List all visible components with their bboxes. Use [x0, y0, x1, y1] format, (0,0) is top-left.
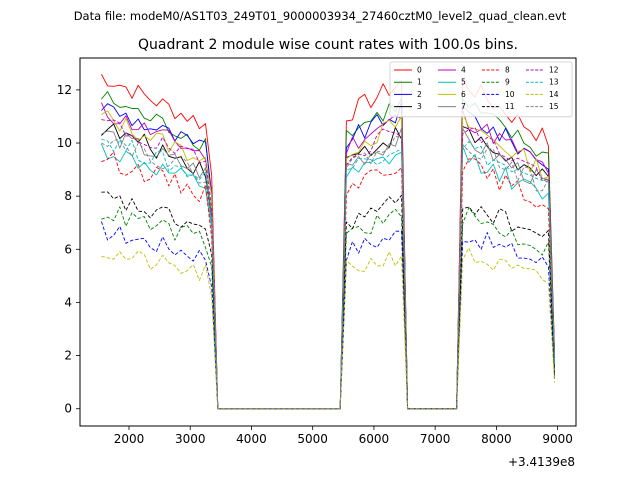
series-line-11 — [101, 191, 556, 410]
y-tick-label: 6 — [64, 242, 72, 256]
legend-label-13: 13 — [549, 78, 559, 87]
series-line-2 — [101, 101, 556, 410]
series-line-15 — [101, 135, 556, 410]
x-tick-label: 4000 — [236, 432, 267, 446]
plot-frame — [79, 57, 577, 427]
y-tick-label: 0 — [64, 402, 72, 416]
x-offset-label: +3.4139e8 — [508, 455, 575, 469]
chart-title: Quadrant 2 module wise count rates with … — [138, 37, 518, 53]
series-line-12 — [101, 119, 556, 410]
chart-suptitle: Data file: modeM0/AS1T03_249T01_90000039… — [74, 9, 567, 23]
x-tick-label: 6000 — [359, 432, 390, 446]
legend-label-2: 2 — [417, 90, 422, 99]
y-tick-label: 2 — [64, 349, 72, 363]
x-tick-label: 7000 — [420, 432, 451, 446]
x-tick-label: 5000 — [297, 432, 328, 446]
legend-label-4: 4 — [461, 66, 466, 75]
legend-label-12: 12 — [549, 66, 559, 75]
axis-ticks: 2000 3000 4000 5000 6000 7000 8000 9000 0 2 4 6 8 10 1… — [57, 83, 573, 446]
legend-label-6: 6 — [461, 90, 466, 99]
legend-label-3: 3 — [417, 102, 422, 111]
x-tick-label: 2000 — [114, 432, 145, 446]
legend-label-14: 14 — [549, 90, 559, 99]
y-tick-label: 4 — [64, 295, 72, 309]
legend-label-11: 11 — [505, 102, 515, 111]
series-line-7 — [101, 127, 556, 410]
series-line-13 — [101, 138, 556, 410]
legend-label-15: 15 — [549, 102, 559, 111]
legend-label-5: 5 — [461, 78, 466, 87]
series-line-6 — [101, 110, 556, 410]
series-line-1 — [101, 91, 556, 410]
y-tick-label: 8 — [64, 189, 72, 203]
series-line-5 — [100, 143, 556, 410]
y-tick-label: 10 — [57, 136, 72, 150]
legend-label-0: 0 — [417, 66, 422, 75]
legend-label-8: 8 — [505, 66, 510, 75]
legend-label-7: 7 — [461, 102, 466, 111]
legend-label-10: 10 — [505, 90, 515, 99]
series-line-3 — [101, 123, 556, 410]
series-layer — [100, 73, 556, 410]
series-line-14 — [101, 247, 556, 410]
x-tick-label: 8000 — [481, 432, 512, 446]
legend-box — [389, 61, 573, 118]
legend-label-9: 9 — [505, 78, 510, 87]
series-line-4 — [100, 102, 556, 410]
legend-label-1: 1 — [417, 78, 422, 87]
x-tick-label: 3000 — [175, 432, 206, 446]
x-tick-label: 9000 — [542, 432, 573, 446]
y-tick-label: 12 — [57, 83, 72, 97]
series-line-9 — [101, 206, 556, 410]
